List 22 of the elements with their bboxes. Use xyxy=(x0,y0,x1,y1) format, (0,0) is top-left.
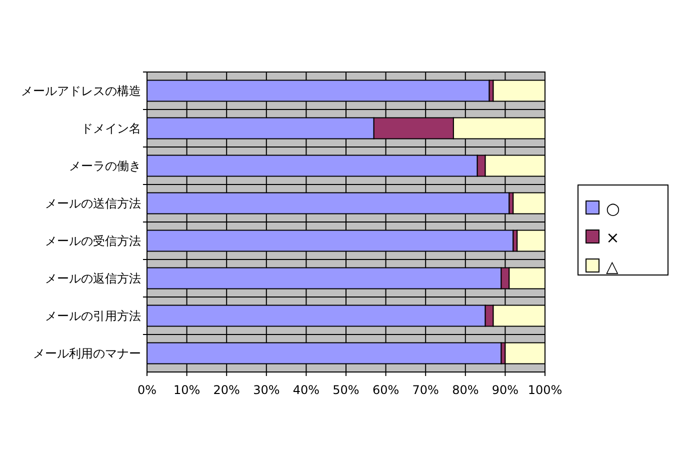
x-tick-label: 100% xyxy=(528,383,562,397)
x-tick-label: 70% xyxy=(412,383,439,397)
x-tick-label: 0% xyxy=(137,383,157,397)
x-tick-label: 20% xyxy=(213,383,240,397)
y-tick-label: メーラの働き xyxy=(69,158,141,173)
y-tick-label: メールの返信方法 xyxy=(45,271,141,286)
y-tick-label: メールアドレスの構造 xyxy=(21,84,141,98)
y-tick-label: メールの送信方法 xyxy=(45,196,141,210)
y-tick-label: ドメイン名 xyxy=(81,121,141,136)
x-tick-label: 40% xyxy=(292,383,320,397)
legend-label: × xyxy=(606,228,620,247)
x-tick-label: 50% xyxy=(332,383,360,397)
y-tick-label: メールの引用方法 xyxy=(45,308,141,323)
x-tick-label: 60% xyxy=(372,383,400,397)
x-tick-label: 80% xyxy=(452,383,479,397)
x-tick-label: 30% xyxy=(253,383,280,397)
y-tick-label: メールの受信方法 xyxy=(45,234,141,248)
legend-label: △ xyxy=(606,257,619,276)
y-tick-label: メール利用のマナー xyxy=(33,346,141,360)
x-tick-label: 10% xyxy=(173,383,200,397)
x-tick-label: 90% xyxy=(492,383,519,397)
legend-label: ○ xyxy=(606,199,620,218)
